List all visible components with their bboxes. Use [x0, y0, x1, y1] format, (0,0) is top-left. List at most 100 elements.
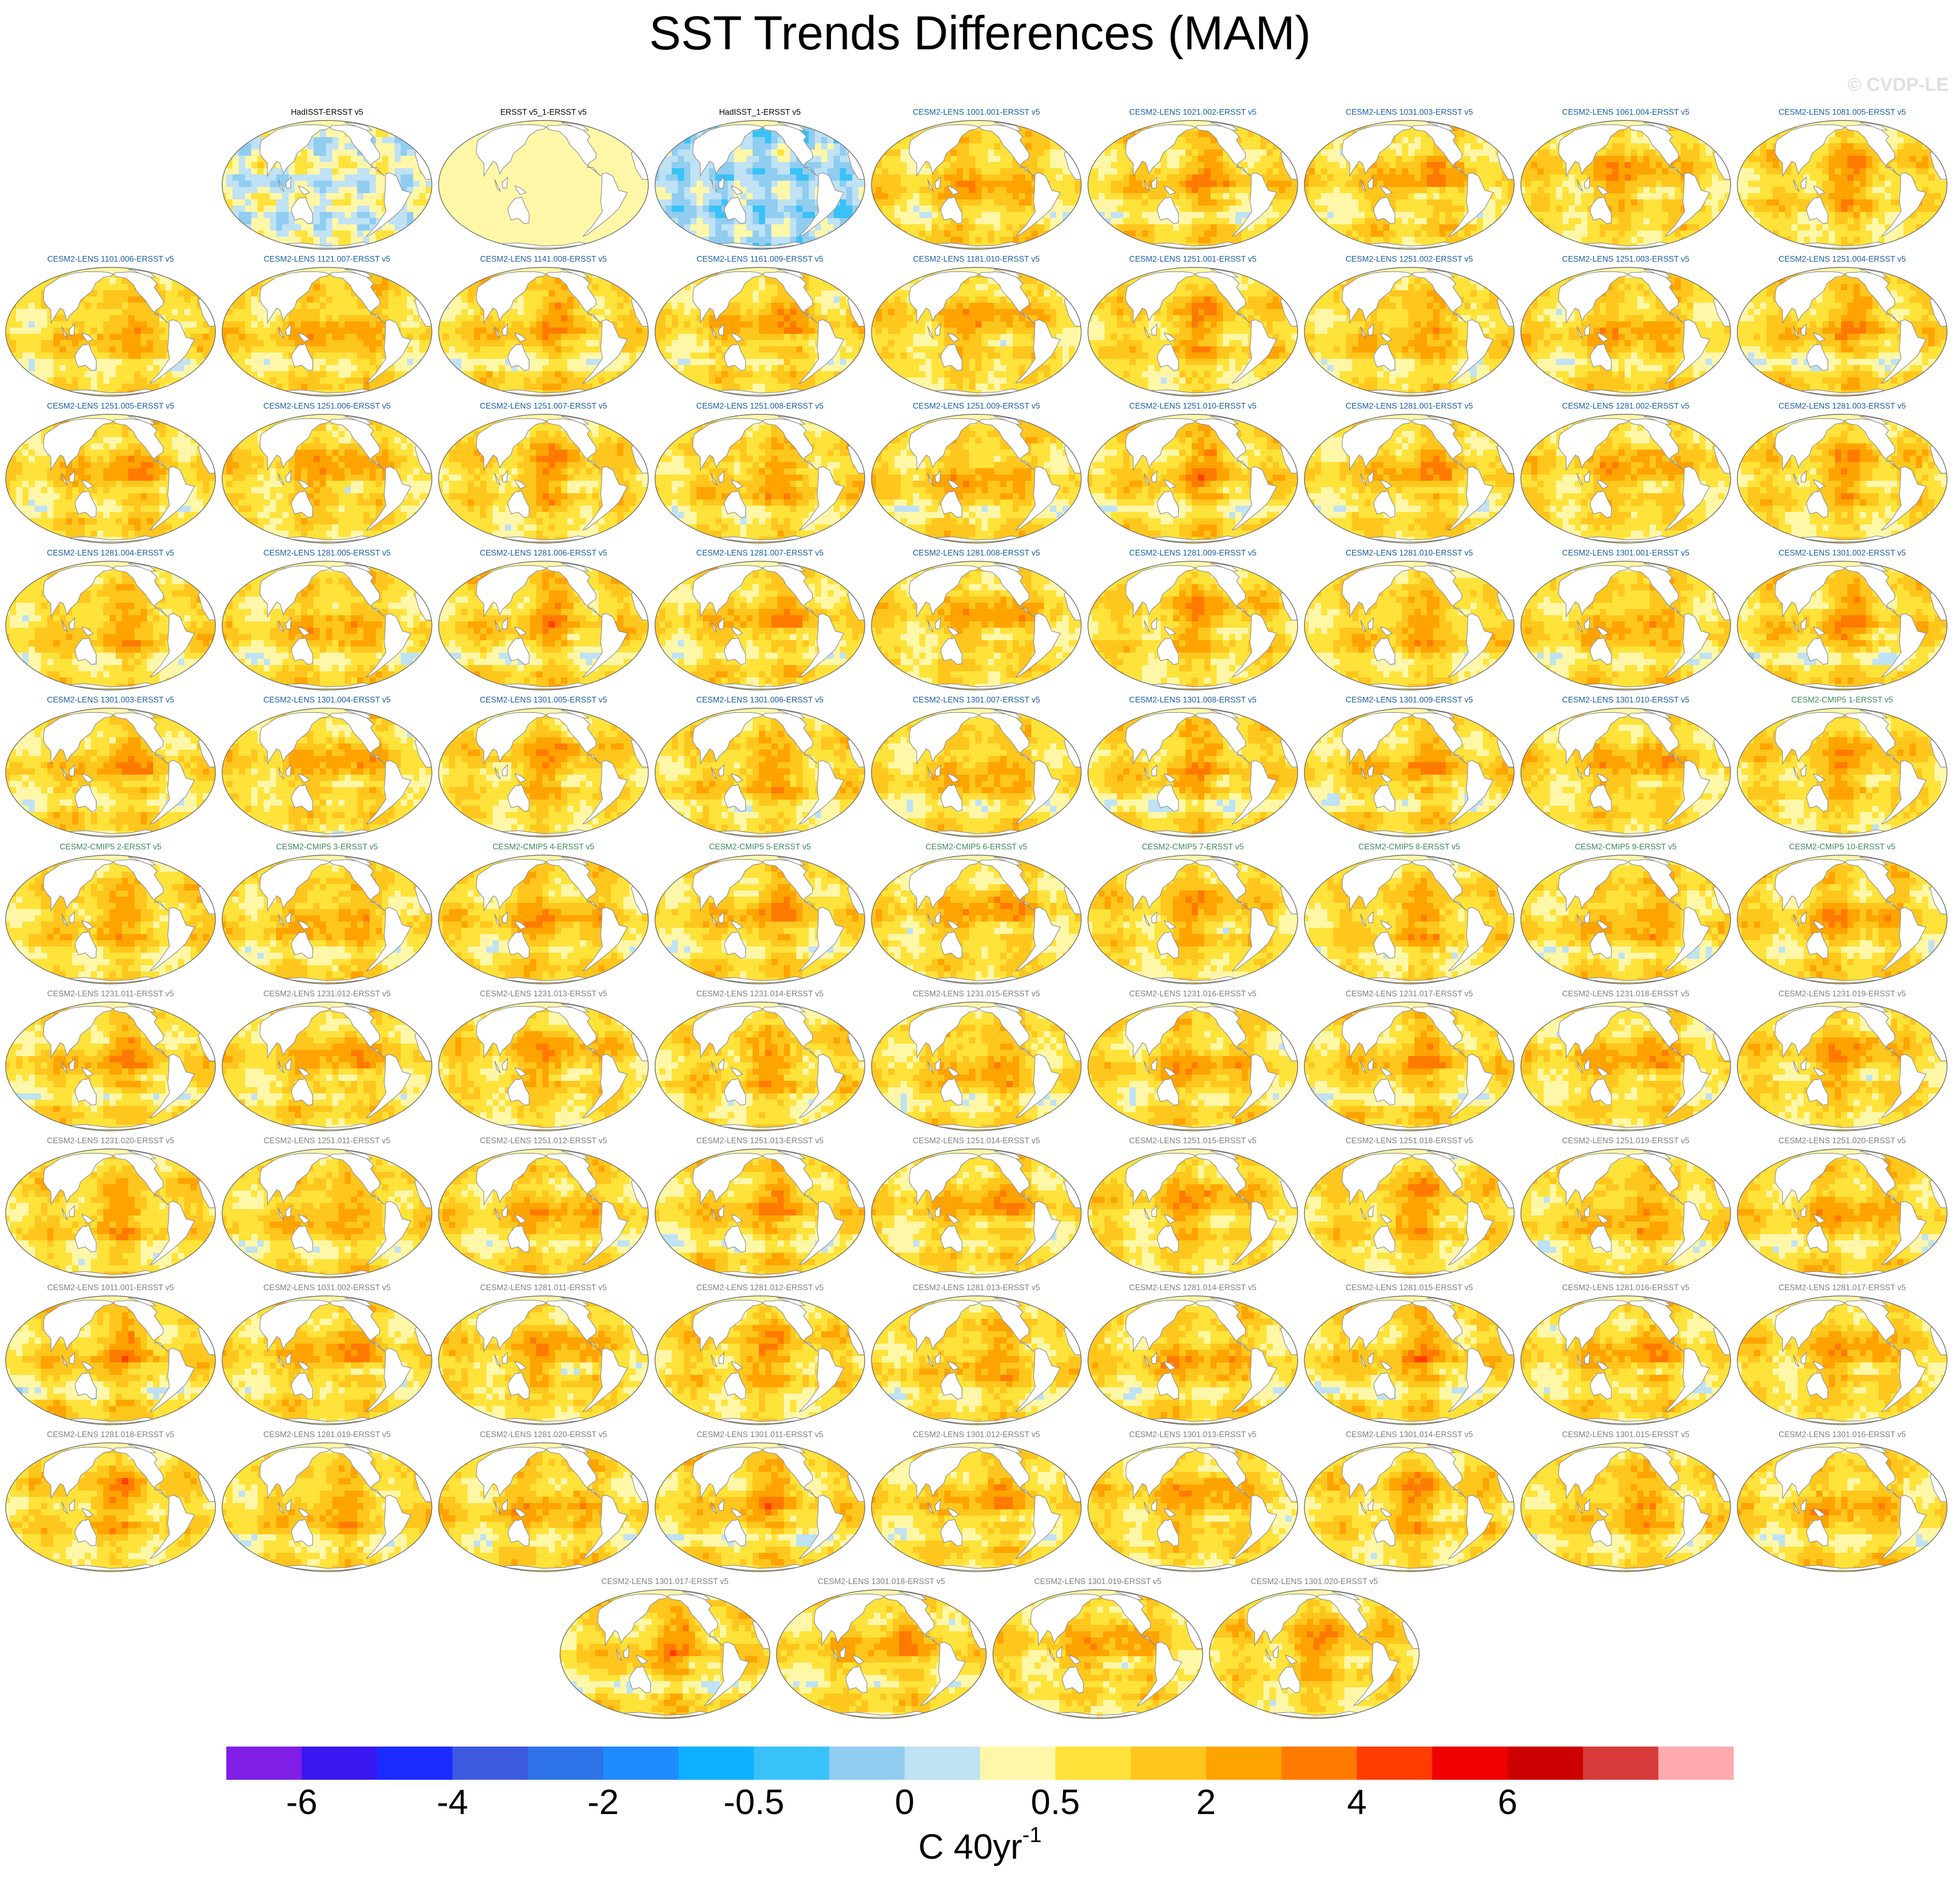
map-panel-title: CESM2-LENS 1231.017-ERSST v5 [1302, 990, 1516, 999]
map-panel-title: CESM2-LENS 1031.002-ERSST v5 [220, 1283, 434, 1293]
map-panel-title: ERSST v5_1-ERSST v5 [437, 108, 650, 117]
sst-trend-map [220, 412, 434, 545]
map-panel: CESM2-LENS 1251.006-ERSST v5 [220, 402, 434, 547]
map-panel: CESM2-LENS 1301.012-ERSST v5 [869, 1430, 1083, 1576]
map-panel: CESM2-LENS 1301.007-ERSST v5 [869, 696, 1083, 841]
sst-trend-map [653, 1147, 867, 1280]
map-panel: CESM2-LENS 1251.011-ERSST v5 [220, 1137, 434, 1282]
map-panel-title: CESM2-LENS 1251.002-ERSST v5 [1302, 255, 1516, 264]
sst-trend-map [869, 706, 1083, 839]
map-panel: CESM2-LENS 1281.015-ERSST v5 [1302, 1283, 1516, 1429]
map-panel-title: CESM2-LENS 1301.018-ERSST v5 [774, 1577, 988, 1587]
map-panel: CESM2-LENS 1281.004-ERSST v5 [4, 549, 217, 694]
sst-trend-map [558, 1588, 772, 1721]
sst-trend-map [437, 118, 650, 251]
map-panel: CESM2-CMIP5 6-ERSST v5 [869, 843, 1083, 988]
map-panel-title: CESM2-CMIP5 4-ERSST v5 [437, 843, 650, 852]
sst-trend-map [1086, 412, 1300, 545]
map-panel: CESM2-LENS 1251.007-ERSST v5 [437, 402, 650, 547]
sst-trend-map [220, 559, 434, 692]
sst-trend-map [1519, 853, 1733, 986]
map-panel-title: CESM2-LENS 1301.001-ERSST v5 [1519, 549, 1733, 558]
map-panel: CESM2-LENS 1251.020-ERSST v5 [1735, 1137, 1949, 1282]
sst-trend-map [653, 1441, 867, 1574]
sst-trend-map [869, 1441, 1083, 1574]
map-panel: CESM2-LENS 1281.003-ERSST v5 [1735, 402, 1949, 547]
map-panel: CESM2-LENS 1301.008-ERSST v5 [1086, 696, 1300, 841]
sst-trend-map [437, 1294, 650, 1427]
map-panel-title: CESM2-LENS 1231.018-ERSST v5 [1519, 990, 1733, 999]
sst-trend-map [220, 1147, 434, 1280]
map-panel-title: CESM2-LENS 1251.005-ERSST v5 [4, 402, 217, 411]
sst-trend-map [1519, 1000, 1733, 1133]
colorbar-swatch [302, 1747, 377, 1780]
map-panel: CESM2-LENS 1301.009-ERSST v5 [1302, 696, 1516, 841]
sst-trend-map [4, 1147, 217, 1280]
map-panel-title: CESM2-LENS 1301.020-ERSST v5 [1207, 1577, 1421, 1587]
map-panel: CESM2-LENS 1251.003-ERSST v5 [1519, 255, 1733, 400]
map-panel-title: CESM2-LENS 1281.013-ERSST v5 [869, 1283, 1083, 1293]
colorbar-swatch [528, 1747, 604, 1780]
sst-trend-map [437, 559, 650, 692]
sst-trend-map [220, 265, 434, 398]
sst-trend-map [4, 412, 217, 545]
map-panel: CESM2-LENS 1281.019-ERSST v5 [220, 1430, 434, 1576]
map-panel-title: CESM2-LENS 1251.015-ERSST v5 [1086, 1137, 1300, 1146]
map-panel: CESM2-LENS 1301.001-ERSST v5 [1519, 549, 1733, 694]
sst-trend-map [437, 1441, 650, 1574]
map-panel: CESM2-LENS 1061.004-ERSST v5 [1519, 108, 1733, 253]
sst-trend-map [1302, 412, 1516, 545]
sst-trend-map [1302, 1441, 1516, 1574]
colorbar-tick-label: 6 [1498, 1782, 1517, 1822]
map-panel: CESM2-LENS 1081.005-ERSST v5 [1735, 108, 1949, 253]
colorbar-swatch [226, 1747, 302, 1780]
map-panel: CESM2-LENS 1301.002-ERSST v5 [1735, 549, 1949, 694]
sst-trend-map [220, 1441, 434, 1574]
map-panel: CESM2-LENS 1281.013-ERSST v5 [869, 1283, 1083, 1429]
map-panel-title: CESM2-LENS 1231.012-ERSST v5 [220, 990, 434, 999]
colorbar-swatch [1282, 1747, 1357, 1780]
sst-trend-map [774, 1588, 988, 1721]
map-panel: CESM2-LENS 1281.001-ERSST v5 [1302, 402, 1516, 547]
map-panel: CESM2-LENS 1251.015-ERSST v5 [1086, 1137, 1300, 1282]
sst-trend-map [4, 265, 217, 398]
map-panel-title: CESM2-LENS 1281.019-ERSST v5 [220, 1430, 434, 1440]
map-panel: CESM2-LENS 1231.014-ERSST v5 [653, 990, 867, 1135]
sst-trend-map [869, 853, 1083, 986]
sst-trend-map [991, 1588, 1205, 1721]
map-panel: CESM2-LENS 1101.006-ERSST v5 [4, 255, 217, 400]
colorbar-units: C 40yr-1 [0, 1827, 1960, 1867]
colorbar-swatch [980, 1747, 1056, 1780]
map-panel: CESM2-CMIP5 8-ERSST v5 [1302, 843, 1516, 988]
colorbar [226, 1747, 1734, 1780]
colorbar-swatch [1583, 1747, 1659, 1780]
map-panel-title: CESM2-LENS 1251.007-ERSST v5 [437, 402, 650, 411]
map-panel: CESM2-LENS 1031.002-ERSST v5 [220, 1283, 434, 1429]
map-panel: CESM2-LENS 1231.013-ERSST v5 [437, 990, 650, 1135]
map-panel-title: CESM2-LENS 1301.009-ERSST v5 [1302, 696, 1516, 705]
map-panel: CESM2-LENS 1301.016-ERSST v5 [1735, 1430, 1949, 1576]
map-panel-title: HadISST-ERSST v5 [220, 108, 434, 117]
map-panel: CESM2-LENS 1281.014-ERSST v5 [1086, 1283, 1300, 1429]
sst-trend-map [1735, 559, 1949, 692]
colorbar-swatch [1432, 1747, 1508, 1780]
map-panel-title: CESM2-LENS 1301.008-ERSST v5 [1086, 696, 1300, 705]
map-panel: CESM2-LENS 1251.014-ERSST v5 [869, 1137, 1083, 1282]
sst-trend-map [4, 1294, 217, 1427]
watermark-text: © CVDP-LE [1847, 74, 1949, 96]
map-panel: HadISST_1-ERSST v5 [653, 108, 867, 253]
map-panel-title: HadISST_1-ERSST v5 [653, 108, 867, 117]
sst-trend-map [1735, 412, 1949, 545]
sst-trend-map [220, 1000, 434, 1133]
sst-trend-map [220, 118, 434, 251]
sst-trend-map [1735, 1000, 1949, 1133]
map-panel-title: CESM2-LENS 1301.016-ERSST v5 [1735, 1430, 1949, 1440]
sst-trend-map [653, 1000, 867, 1133]
sst-trend-map [1302, 1294, 1516, 1427]
map-panel-title: CESM2-CMIP5 1-ERSST v5 [1735, 696, 1949, 705]
map-panel: CESM2-CMIP5 10-ERSST v5 [1735, 843, 1949, 988]
map-panel-title: CESM2-LENS 1231.015-ERSST v5 [869, 990, 1083, 999]
sst-trend-map [1086, 1147, 1300, 1280]
sst-trend-map [1302, 853, 1516, 986]
colorbar-units-superscript: -1 [1022, 1822, 1041, 1847]
